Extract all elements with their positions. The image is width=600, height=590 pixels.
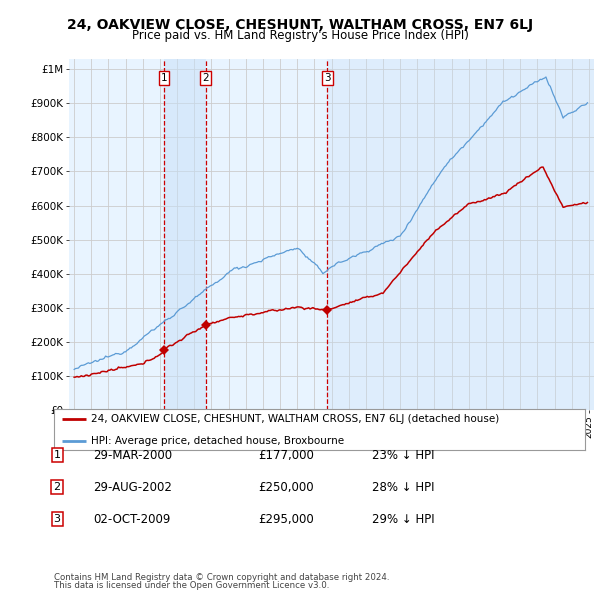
Text: 2: 2	[202, 73, 209, 83]
Bar	[164, 59, 206, 410]
Text: Price paid vs. HM Land Registry's House Price Index (HPI): Price paid vs. HM Land Registry's House …	[131, 30, 469, 42]
Text: 1: 1	[53, 451, 61, 460]
Text: £177,000: £177,000	[258, 449, 314, 462]
Text: 1: 1	[161, 73, 167, 83]
Text: 3: 3	[53, 514, 61, 524]
Text: £295,000: £295,000	[258, 513, 314, 526]
Bar	[327, 59, 594, 410]
Text: 29-AUG-2002: 29-AUG-2002	[93, 481, 172, 494]
Text: £250,000: £250,000	[258, 481, 314, 494]
Text: 23% ↓ HPI: 23% ↓ HPI	[372, 449, 434, 462]
Text: 29-MAR-2000: 29-MAR-2000	[93, 449, 172, 462]
Text: 24, OAKVIEW CLOSE, CHESHUNT, WALTHAM CROSS, EN7 6LJ: 24, OAKVIEW CLOSE, CHESHUNT, WALTHAM CRO…	[67, 18, 533, 32]
Text: This data is licensed under the Open Government Licence v3.0.: This data is licensed under the Open Gov…	[54, 581, 329, 590]
Text: 2: 2	[53, 483, 61, 492]
Text: 3: 3	[324, 73, 331, 83]
Text: Contains HM Land Registry data © Crown copyright and database right 2024.: Contains HM Land Registry data © Crown c…	[54, 572, 389, 582]
Text: 29% ↓ HPI: 29% ↓ HPI	[372, 513, 434, 526]
Text: 28% ↓ HPI: 28% ↓ HPI	[372, 481, 434, 494]
Text: HPI: Average price, detached house, Broxbourne: HPI: Average price, detached house, Brox…	[91, 436, 344, 446]
Text: 02-OCT-2009: 02-OCT-2009	[93, 513, 170, 526]
Text: 24, OAKVIEW CLOSE, CHESHUNT, WALTHAM CROSS, EN7 6LJ (detached house): 24, OAKVIEW CLOSE, CHESHUNT, WALTHAM CRO…	[91, 415, 499, 424]
